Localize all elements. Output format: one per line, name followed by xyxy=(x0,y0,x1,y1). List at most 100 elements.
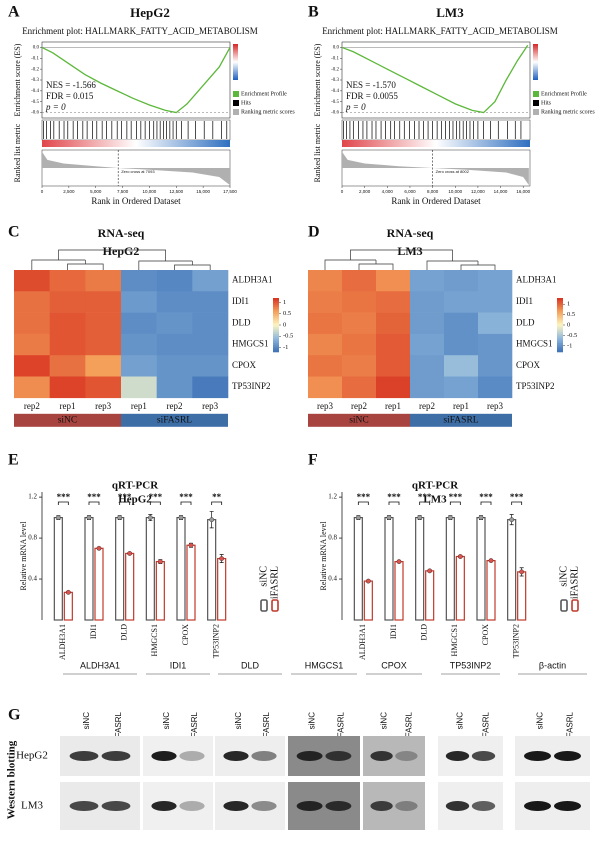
bar xyxy=(115,516,125,621)
x-tick-label: 2,500 xyxy=(63,189,75,194)
heat-cell xyxy=(308,270,343,292)
colorbar-step xyxy=(557,330,563,333)
column-label: rep3 xyxy=(317,401,333,411)
y-tick-label: -0.6 xyxy=(331,111,339,116)
blot-band xyxy=(296,751,323,761)
legend-swatch xyxy=(271,599,279,612)
row-label: IDI1 xyxy=(516,296,533,306)
chart-title: HepG2 xyxy=(130,5,170,20)
annotation: p = 0 xyxy=(345,102,366,112)
x-tick-label: DLD xyxy=(419,624,428,641)
colorbar-step xyxy=(557,319,563,322)
significance-label: *** xyxy=(479,492,493,502)
x-tick-label: 15,000 xyxy=(196,189,210,194)
heat-cell xyxy=(376,291,411,313)
legend-swatch xyxy=(571,599,579,612)
es-line xyxy=(341,44,529,114)
heat-cell xyxy=(192,376,229,399)
significance-label: *** xyxy=(357,492,371,502)
colorbar-step xyxy=(557,316,563,319)
row-label: CPOX xyxy=(516,360,541,370)
significance-label: *** xyxy=(179,492,193,502)
heat-cell xyxy=(121,355,157,377)
lane-label: siNC xyxy=(308,712,317,730)
blot-band xyxy=(69,751,99,761)
legend-swatch xyxy=(533,91,539,97)
blot-band xyxy=(296,801,323,811)
y-tick-label: 1.2 xyxy=(28,493,37,501)
legend-label: siNC xyxy=(558,566,569,587)
significance-label: *** xyxy=(87,492,101,502)
point xyxy=(365,578,371,584)
heat-cell xyxy=(49,333,86,356)
bar xyxy=(94,547,104,621)
panel-label: B xyxy=(308,4,319,21)
colorbar-step xyxy=(557,343,563,346)
heat-cell xyxy=(478,376,513,399)
group-bar xyxy=(410,413,512,427)
colorbar-step xyxy=(557,301,563,304)
colorbar-step xyxy=(557,317,563,320)
lane-label: siFASRL xyxy=(337,711,346,743)
colorbar-step xyxy=(273,319,279,322)
x-tick-label: 14,000 xyxy=(494,189,508,194)
y-axis-label: Enrichment score (ES) xyxy=(313,43,322,116)
heat-cell xyxy=(376,270,411,292)
bar xyxy=(125,552,135,621)
lane-label: siNC xyxy=(456,712,465,730)
colorbar-step xyxy=(557,344,563,347)
y-tick-label: -0.5 xyxy=(331,100,339,105)
y-tick-label: -0.1 xyxy=(331,56,339,61)
significance-label: *** xyxy=(118,492,132,502)
x-tick-label: 8,000 xyxy=(427,189,439,194)
point xyxy=(55,515,61,520)
x-tick-label: TP53INP2 xyxy=(511,624,520,658)
bar xyxy=(455,555,465,621)
colorbar-step xyxy=(273,323,279,326)
blot-band xyxy=(370,751,393,761)
annotation: p = 0 xyxy=(45,102,66,112)
chart-subtitle: Enrichment plot: HALLMARK_FATTY_ACID_MET… xyxy=(322,26,558,36)
heat-cell xyxy=(156,376,193,399)
panel-label: F xyxy=(308,452,318,469)
y-tick-label: -0.5 xyxy=(31,100,39,105)
lane-label: siNC xyxy=(82,712,91,730)
x-tick-label: 7,500 xyxy=(117,189,129,194)
bar xyxy=(217,557,227,621)
column-label: rep3 xyxy=(95,401,111,411)
y2-axis-label: Ranked list metric xyxy=(13,123,22,182)
colorbar-step xyxy=(273,344,279,347)
lane-label: siFASRL xyxy=(482,711,491,743)
blot-band xyxy=(395,801,418,811)
legend-swatch xyxy=(233,100,239,106)
row-label: DLD xyxy=(516,317,535,327)
y-tick-label: -0.6 xyxy=(31,111,39,116)
blot-band xyxy=(524,751,551,761)
y-tick-label: 0.4 xyxy=(328,575,337,583)
cell-line-label: HepG2 xyxy=(16,750,48,762)
y-tick-label: -0.2 xyxy=(331,67,339,72)
colorbar-step xyxy=(273,321,279,324)
heat-cell xyxy=(308,376,343,399)
bar xyxy=(394,561,404,621)
y2-axis-label: Ranked list metric xyxy=(313,123,322,182)
heat-cell xyxy=(342,333,377,356)
x-axis-label: Rank in Ordered Dataset xyxy=(391,196,481,206)
protein-label: IDI1 xyxy=(170,660,187,670)
y-tick-label: -0.3 xyxy=(31,78,39,83)
colorbar-step xyxy=(557,305,563,308)
dendrogram xyxy=(31,249,211,270)
point xyxy=(219,556,225,561)
chart-subtitle: LM3 xyxy=(397,244,422,258)
colorbar-label: -1 xyxy=(283,344,288,351)
bar xyxy=(486,560,496,621)
colorbar-step xyxy=(273,332,279,335)
row-label: ALDH3A1 xyxy=(232,275,273,285)
protein-label: HMGCS1 xyxy=(305,660,344,670)
colorbar-step xyxy=(273,307,279,310)
bar xyxy=(145,516,155,621)
colorbar-step xyxy=(557,314,563,317)
y-tick-label: 0.8 xyxy=(28,534,37,542)
x-tick-label: DLD xyxy=(119,624,128,641)
point xyxy=(117,515,123,520)
